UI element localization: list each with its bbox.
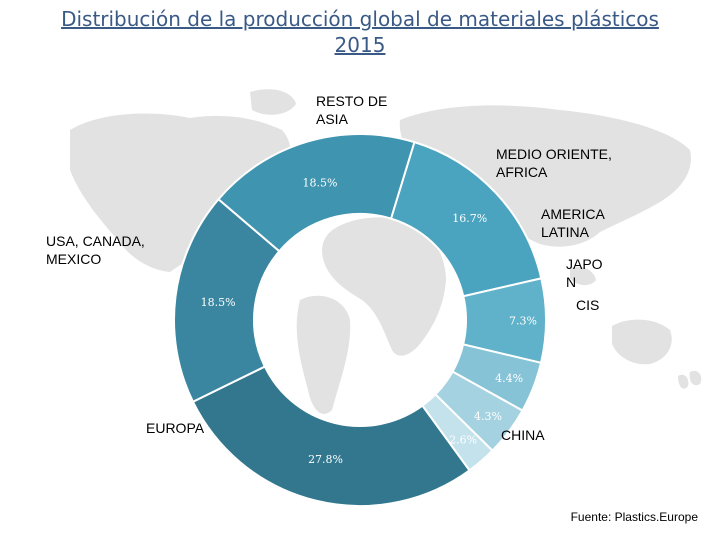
- donut-slice-resto-de-asia: [389, 140, 543, 298]
- label-usa-line2: MEXICO: [46, 251, 101, 267]
- value-label-resto-de-asia: 16.7%: [452, 212, 487, 225]
- value-label-china: 27.8%: [308, 453, 343, 466]
- value-label-usa-canada-mexico: 18.5%: [302, 177, 337, 190]
- donut-slice-europa: [173, 197, 281, 404]
- label-europa: EUROPA: [146, 420, 205, 436]
- label-cis: CIS: [576, 297, 599, 313]
- label-medio-oriente-line2: AFRICA: [496, 164, 548, 180]
- label-resto-de-asia-line1: RESTO DE: [316, 93, 387, 109]
- value-label-america-latina: 4.4%: [495, 372, 523, 385]
- label-resto-de-asia-line2: ASIA: [316, 111, 349, 127]
- chart-title: Distribución de la producción global de …: [0, 6, 720, 58]
- source-note: Fuente: Plastics.Europe: [570, 510, 698, 524]
- value-label-medio-oriente-africa: 7.3%: [509, 315, 537, 328]
- label-america-latina-line2: LATINA: [541, 224, 590, 240]
- donut-slices: [173, 133, 547, 507]
- chart-title-line2: 2015: [334, 33, 386, 57]
- label-japon-line2: N: [566, 274, 576, 290]
- value-label-japon: 4.3%: [474, 410, 502, 423]
- donut-value-labels: 16.7% 7.3% 4.4% 4.3% 2.6% 27.8% 18.5% 18.5%: [201, 177, 537, 466]
- chart-title-line1: Distribución de la producción global de …: [61, 7, 659, 31]
- label-usa-line1: USA, CANADA,: [46, 233, 145, 249]
- label-japon-line1: JAPO: [566, 256, 603, 272]
- donut-slice-china: [191, 365, 471, 507]
- label-america-latina-line1: AMERICA: [541, 206, 605, 222]
- value-label-europa: 18.5%: [201, 296, 236, 309]
- value-label-cis: 2.6%: [449, 434, 477, 447]
- donut-slice-usa-canada-mexico: [217, 133, 416, 253]
- label-china: CHINA: [501, 427, 545, 443]
- world-map-background: [70, 89, 702, 414]
- region-labels: RESTO DE ASIA MEDIO ORIENTE, AFRICA AMER…: [46, 93, 612, 443]
- label-medio-oriente-line1: MEDIO ORIENTE,: [496, 146, 612, 162]
